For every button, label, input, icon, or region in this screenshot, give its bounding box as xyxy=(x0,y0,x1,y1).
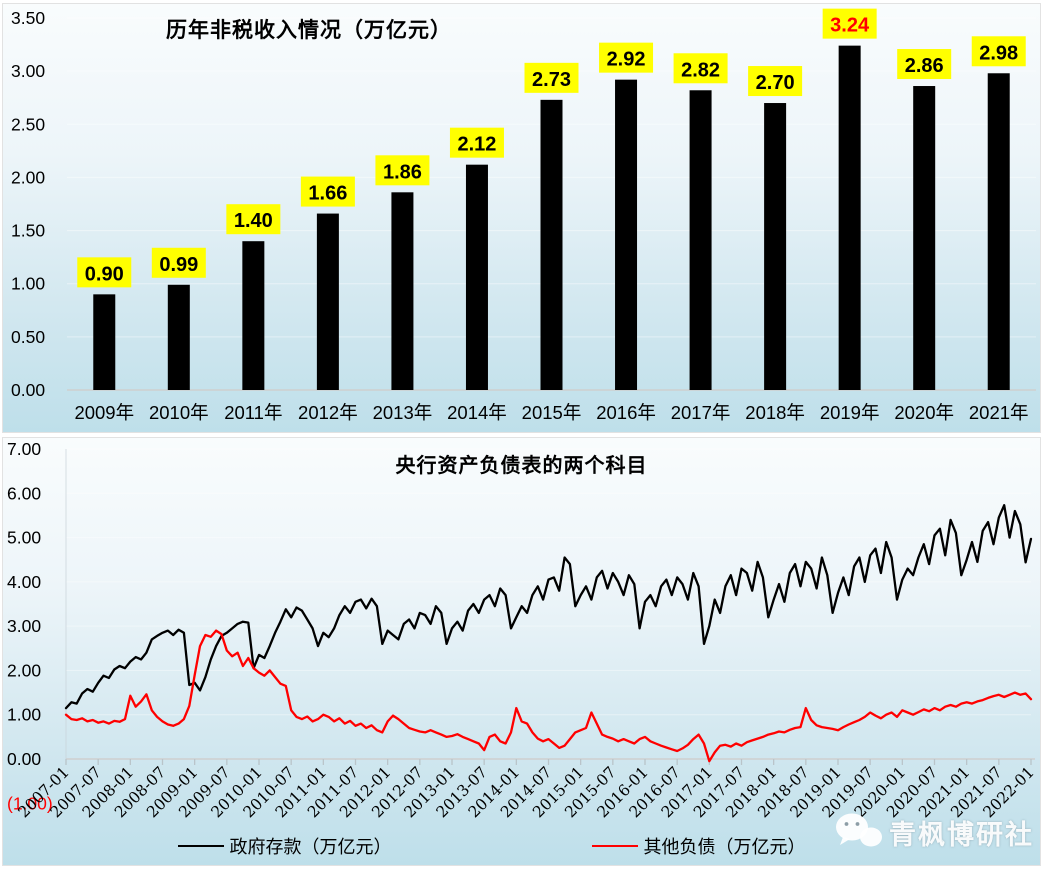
y-axis-tick-label: 4.00 xyxy=(7,572,41,592)
data-label: 2.12 xyxy=(457,134,496,156)
x-axis-category-label: 2014年 xyxy=(447,402,507,423)
data-label-box xyxy=(151,247,206,278)
y-axis-tick-label: 6.00 xyxy=(7,483,41,503)
data-label: 1.86 xyxy=(383,161,422,183)
x-axis-category-label: 2021年 xyxy=(969,402,1029,423)
data-label: 1.40 xyxy=(234,210,273,232)
y-axis-tick-label: 0.00 xyxy=(11,380,45,400)
x-axis-category-label: 2015年 xyxy=(522,402,582,423)
line-series-0 xyxy=(64,504,1033,710)
legend-label: 其他负债（万亿元） xyxy=(643,837,806,858)
y-axis-tick-label: 0.50 xyxy=(11,327,45,347)
y-axis-tick-label: 7.00 xyxy=(7,439,41,459)
bar xyxy=(316,213,339,390)
data-label: 2.86 xyxy=(905,55,944,77)
bar xyxy=(391,192,414,390)
x-axis-category-label: 2009年 xyxy=(74,402,134,423)
data-label-box xyxy=(375,155,430,186)
bar xyxy=(913,86,936,390)
x-axis-category-label: 2017年 xyxy=(671,402,731,423)
y-axis-tick-label: 3.00 xyxy=(11,61,45,81)
bar-chart-panel: 3.50 3.00 2.50 2.00 1.50 1.00 0.50 0.00 0.90 2009… xyxy=(2,3,1041,433)
bar-chart-svg: 3.50 3.00 2.50 2.00 1.50 1.00 0.50 0.00 0.90 2009… xyxy=(11,8,1036,423)
line-chart-title: 央行资产负债表的两个科目 xyxy=(395,453,648,477)
data-label-box xyxy=(971,36,1026,67)
x-axis-category-label: 2012年 xyxy=(298,402,358,423)
x-axis-category-label: 2011年 xyxy=(224,402,282,423)
data-label: 2.73 xyxy=(532,69,571,91)
data-label-box xyxy=(748,66,803,97)
data-label-box xyxy=(524,62,579,93)
data-label-box xyxy=(449,127,504,158)
legend-item-government-deposits: 政府存款（万亿元） xyxy=(177,833,392,859)
bar xyxy=(242,241,265,390)
line-chart-panel: 7.00 6.00 5.00 4.00 3.00 2.00 1.00 0.00 (1.00) 20… xyxy=(2,437,1041,866)
x-axis-category-label: 2020年 xyxy=(894,402,954,423)
bar xyxy=(540,99,563,390)
x-axis-category-label: 2010年 xyxy=(149,402,209,423)
y-axis-tick-label: 1.00 xyxy=(7,705,41,725)
bar xyxy=(167,284,190,390)
bar xyxy=(689,90,712,390)
data-label-box xyxy=(822,8,877,39)
y-axis-tick-label: 2.50 xyxy=(11,114,45,134)
y-axis-tick-label: 2.00 xyxy=(7,660,41,680)
bar xyxy=(838,45,861,391)
legend-label: 政府存款（万亿元） xyxy=(229,837,392,858)
x-axis-category-label: 2018年 xyxy=(745,402,805,423)
bar xyxy=(764,103,787,391)
data-label-box xyxy=(226,204,281,235)
legend-line-swatch-red xyxy=(591,845,638,847)
y-axis-tick-label: (1.00) xyxy=(7,793,53,813)
bar xyxy=(987,73,1010,391)
data-label: 0.99 xyxy=(159,254,198,276)
data-label: 0.90 xyxy=(85,263,124,285)
data-label-box xyxy=(897,49,952,80)
bar xyxy=(465,164,488,390)
legend: 政府存款（万亿元） 其他负债（万亿元） xyxy=(3,833,980,859)
y-axis-tick-label: 1.00 xyxy=(11,274,45,294)
data-label: 2.82 xyxy=(681,59,720,81)
x-axis-category-label: 2019年 xyxy=(820,402,880,423)
y-axis-tick-label: 2.00 xyxy=(11,167,45,187)
x-axis-category-label: 2013年 xyxy=(373,402,433,423)
data-label: 3.24 xyxy=(830,15,870,37)
data-label-box xyxy=(77,257,132,288)
data-label: 1.66 xyxy=(308,183,347,205)
y-axis-tick-label: 1.50 xyxy=(11,221,45,241)
bar xyxy=(93,294,116,390)
y-axis-tick-label: 5.00 xyxy=(7,528,41,548)
y-axis-tick-label: 3.00 xyxy=(7,616,41,636)
data-label-box xyxy=(673,53,728,84)
data-label: 2.92 xyxy=(607,49,646,71)
bar-chart-title: 历年非税收入情况（万亿元） xyxy=(166,17,452,42)
legend-line-swatch-black xyxy=(177,845,224,847)
line-series-1 xyxy=(64,629,1033,763)
y-axis-tick-label: 0.00 xyxy=(7,749,41,769)
data-label: 2.98 xyxy=(979,42,1018,64)
y-axis-tick-label: 3.50 xyxy=(11,8,45,28)
bar xyxy=(615,79,638,390)
data-label-box xyxy=(599,42,654,73)
x-axis-category-label: 2016年 xyxy=(596,402,656,423)
data-label-box xyxy=(300,176,355,207)
legend-item-other-liabilities: 其他负债（万亿元） xyxy=(591,833,806,859)
line-chart-svg: 7.006.005.004.003.002.001.000.00(1.00)20… xyxy=(7,439,1038,821)
data-label: 2.70 xyxy=(756,72,795,94)
